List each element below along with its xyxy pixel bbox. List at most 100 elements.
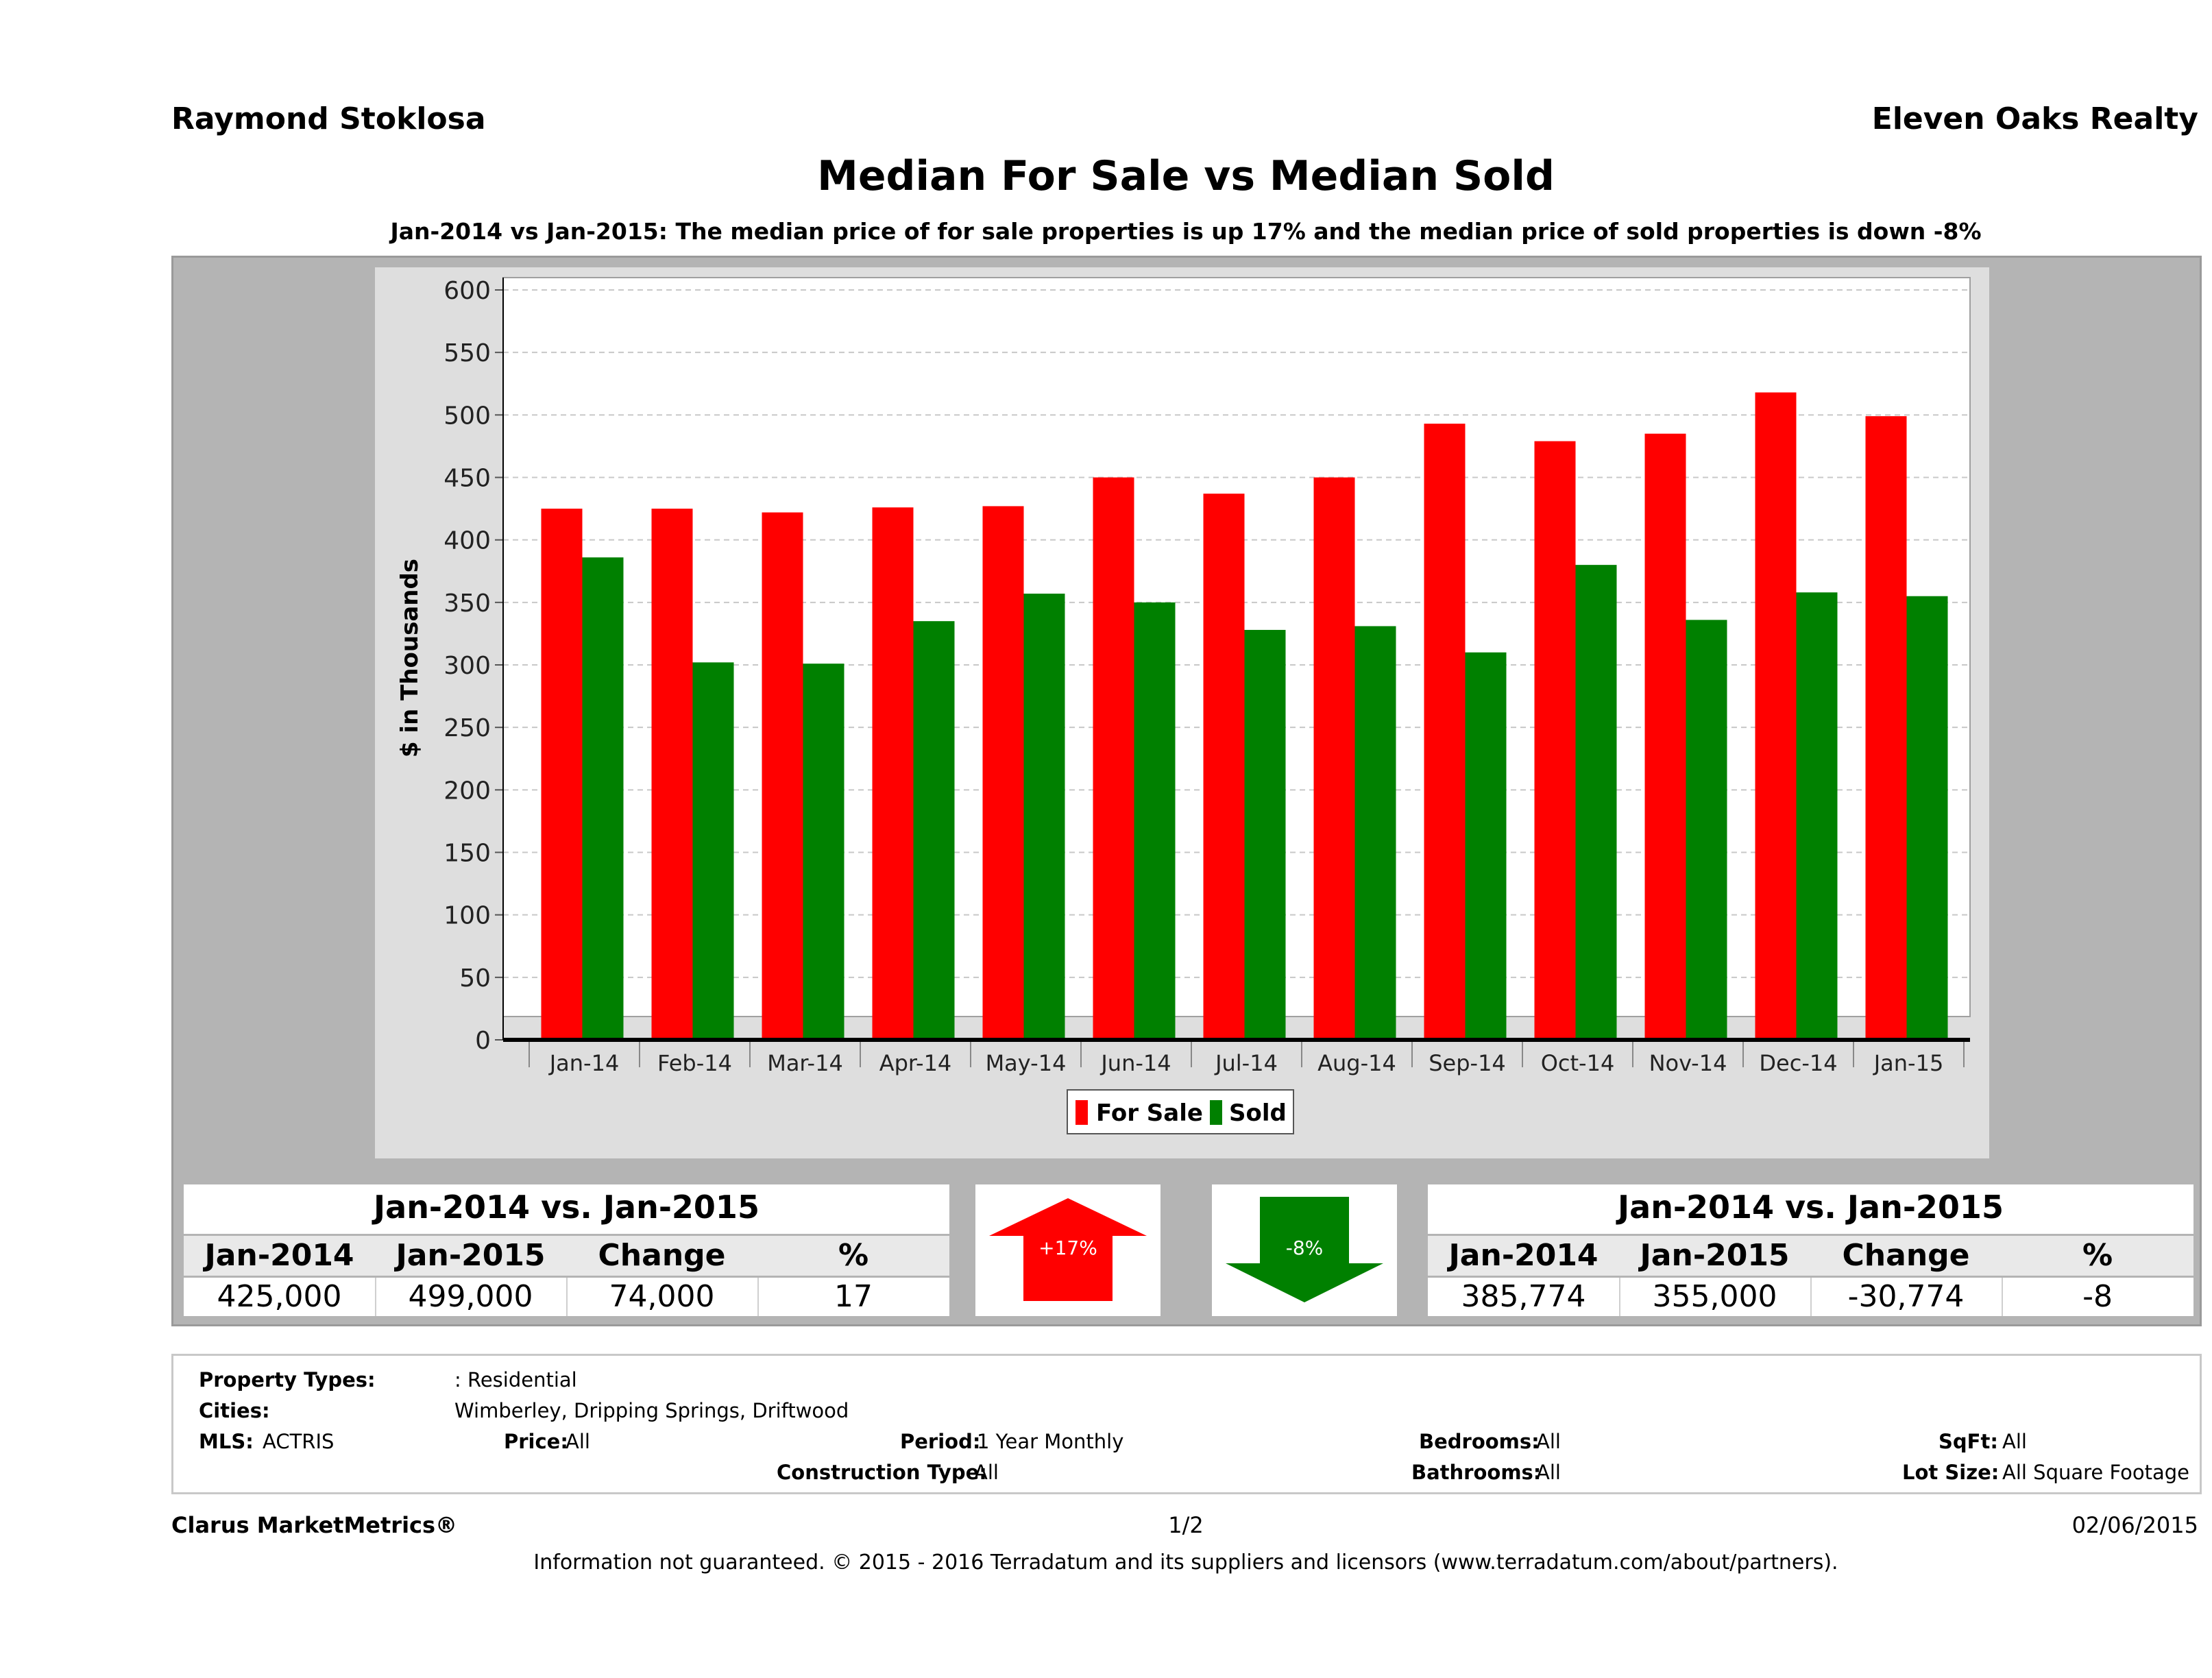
bar-for-sale [1644, 433, 1686, 1040]
bar-sold [1796, 592, 1838, 1040]
bar-for-sale [651, 509, 693, 1040]
period-value: 1 Year Monthly [977, 1430, 1124, 1453]
bars [541, 392, 1948, 1040]
bar-for-sale [872, 507, 914, 1040]
disclaimer: Information not guaranteed. © 2015 - 201… [533, 1551, 1838, 1574]
y-tick-label: 200 [443, 777, 491, 805]
x-tick-label: May-14 [986, 1050, 1067, 1076]
mls-value: ACTRIS [263, 1430, 335, 1453]
bar-sold [692, 662, 734, 1040]
for-sale-header-jan2014: Jan-2014 [204, 1238, 354, 1273]
bar-for-sale [762, 512, 803, 1040]
for-sale-summary-table: Jan-2014 vs. Jan-2015 Jan-2014 Jan-2015 … [184, 1184, 949, 1316]
y-tick-label: 150 [443, 840, 491, 868]
chart-title: Median For Sale vs Median Sold [817, 152, 1555, 200]
bar-sold [1134, 602, 1176, 1040]
price-value: All [566, 1430, 590, 1453]
sold-summary-table: Jan-2014 vs. Jan-2015 Jan-2014 Jan-2015 … [1428, 1184, 2193, 1316]
cities-label: Cities: [199, 1399, 270, 1422]
for-sale-table-header-row [184, 1234, 949, 1278]
bar-for-sale [1313, 477, 1355, 1040]
x-tick-label: Feb-14 [657, 1050, 732, 1076]
sold-change-label: -8% [1286, 1237, 1324, 1259]
y-tick-label: 50 [459, 964, 491, 993]
for-sale-change-indicator: +17% [975, 1184, 1160, 1316]
x-axis-ticks: Jan-14 Feb-14 Mar-14 Apr-14 May-14 Jun-14 Jul-… [528, 1040, 1965, 1076]
x-tick-label: Nov-14 [1649, 1050, 1727, 1076]
for-sale-header-percent: % [838, 1238, 869, 1273]
up-arrow-icon: +17% [989, 1198, 1147, 1301]
x-tick-label: Mar-14 [767, 1050, 843, 1076]
property-types-label: Property Types: [199, 1368, 376, 1391]
x-tick-label: Jun-14 [1099, 1050, 1171, 1076]
bar-sold [1244, 629, 1286, 1040]
price-label: Price: [504, 1430, 568, 1453]
bar-for-sale [541, 509, 583, 1040]
bar-sold [1023, 594, 1065, 1040]
y-tick-label: 350 [443, 589, 491, 618]
for-sale-header-change: Change [598, 1238, 726, 1273]
footer-brand: Clarus MarketMetrics® [171, 1512, 458, 1538]
bar-sold [913, 621, 955, 1040]
page-number: 1/2 [1168, 1512, 1204, 1538]
chart-subtitle: Jan-2014 vs Jan-2015: The median price o… [390, 218, 1982, 245]
legend-label-for-sale: For Sale [1096, 1099, 1203, 1127]
bedrooms-label: Bedrooms: [1419, 1430, 1540, 1453]
sold-value-jan2015: 355,000 [1652, 1279, 1777, 1314]
for-sale-value-change: 74,000 [609, 1279, 715, 1314]
x-tick-label: Jul-14 [1214, 1050, 1278, 1076]
property-types-value: : Residential [454, 1368, 577, 1391]
legend: For Sale Sold [1067, 1089, 1294, 1134]
for-sale-value-percent: 17 [834, 1279, 873, 1314]
period-label: Period: [900, 1430, 981, 1453]
sqft-label: SqFt: [1938, 1430, 1998, 1453]
mls-label: MLS: [199, 1430, 254, 1453]
for-sale-value-jan2015: 499,000 [408, 1279, 533, 1314]
bar-sold [803, 664, 844, 1040]
bar-sold [1906, 596, 1948, 1040]
bar-for-sale [1865, 416, 1907, 1040]
sold-table-header-row [1428, 1234, 2193, 1278]
sold-header-jan2014: Jan-2014 [1448, 1238, 1599, 1273]
bar-chart: 0 50 100 150 200 250 300 350 400 450 500 550 600 Jan… [396, 277, 1971, 1134]
bathrooms-value: All [1536, 1461, 1561, 1484]
sold-header-change: Change [1842, 1238, 1970, 1273]
x-tick-label: Oct-14 [1541, 1050, 1615, 1076]
sold-value-change: -30,774 [1847, 1279, 1965, 1314]
x-tick-label: Dec-14 [1759, 1050, 1837, 1076]
brokerage-name: Eleven Oaks Realty [1871, 101, 2198, 136]
sqft-value: All [2002, 1430, 2027, 1453]
bar-for-sale [1755, 392, 1797, 1040]
y-axis-ticks: 0 50 100 150 200 250 300 350 400 450 500 550 600 [443, 277, 503, 1055]
bar-for-sale [982, 506, 1024, 1040]
legend-label-sold: Sold [1229, 1099, 1287, 1127]
bar-sold [1465, 652, 1507, 1040]
y-tick-label: 0 [475, 1027, 491, 1055]
y-tick-label: 300 [443, 652, 491, 680]
x-tick-label: Jan-15 [1873, 1050, 1944, 1076]
y-tick-label: 500 [443, 402, 491, 430]
for-sale-table-title: Jan-2014 vs. Jan-2015 [374, 1189, 759, 1226]
bar-for-sale [1093, 477, 1134, 1040]
x-tick-label: Jan-14 [548, 1050, 620, 1076]
for-sale-header-jan2015: Jan-2015 [396, 1238, 546, 1273]
down-arrow-icon: -8% [1226, 1197, 1383, 1302]
y-tick-label: 250 [443, 714, 491, 742]
y-axis-label: $ in Thousands [396, 559, 424, 757]
bar-sold [1354, 626, 1396, 1040]
y-tick-label: 600 [443, 277, 491, 305]
legend-swatch-for-sale [1075, 1100, 1088, 1125]
cities-value: Wimberley, Dripping Springs, Driftwood [454, 1399, 849, 1422]
sold-table-title: Jan-2014 vs. Jan-2015 [1618, 1189, 2004, 1226]
legend-box [1067, 1089, 1294, 1134]
bar-sold [1686, 620, 1727, 1040]
construction-type-label: Construction Type: [777, 1461, 987, 1484]
sold-header-jan2015: Jan-2015 [1640, 1238, 1790, 1273]
bar-sold [1575, 565, 1617, 1040]
construction-type-value: All [974, 1461, 999, 1484]
bar-for-sale [1534, 441, 1576, 1040]
sold-change-indicator: -8% [1212, 1184, 1397, 1316]
agent-name: Raymond Stoklosa [171, 101, 486, 136]
report-date: 02/06/2015 [2071, 1512, 2198, 1538]
legend-swatch-sold [1210, 1100, 1222, 1125]
